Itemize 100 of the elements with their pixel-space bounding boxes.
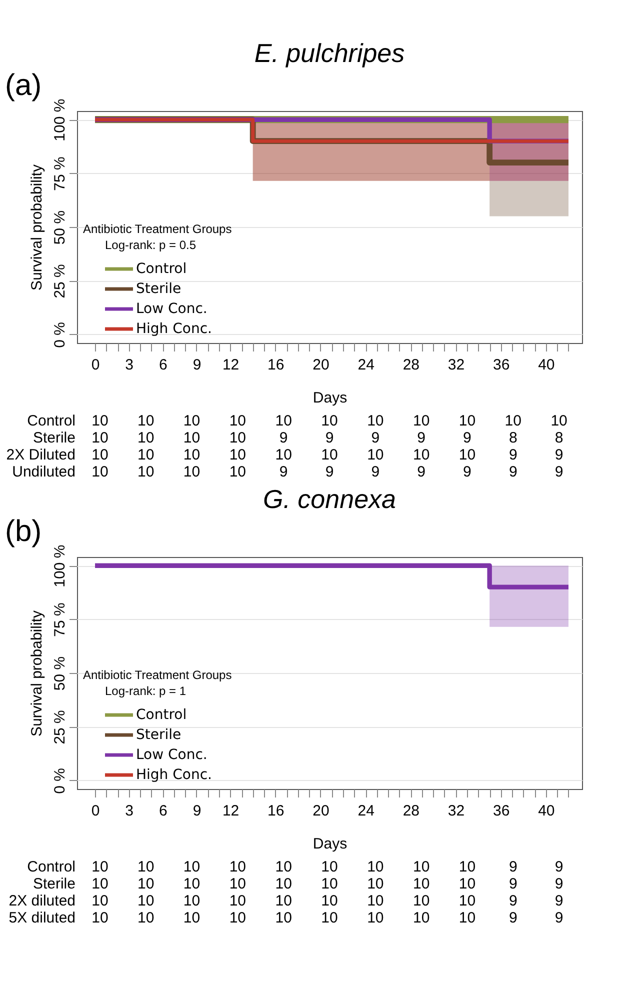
text: 10: [92, 876, 108, 892]
text: 9: [508, 446, 518, 464]
text: 9: [325, 430, 334, 446]
text: 10: [275, 858, 292, 876]
legend-title: Antibiotic Treatment Groups: [83, 668, 232, 682]
x-tick-label: 9: [192, 802, 202, 820]
y-tick-label: 25 %: [52, 264, 68, 298]
text: 9: [279, 430, 288, 446]
text: 10: [321, 910, 338, 926]
text: 9: [554, 464, 564, 480]
x-tick-label: 16: [268, 356, 284, 374]
text: 10: [321, 858, 338, 876]
text: 9: [463, 430, 472, 446]
legend-label: Low Conc.: [136, 301, 208, 317]
legend-label: Control: [136, 261, 187, 277]
text: 10: [138, 446, 154, 464]
x-tick-label: 40: [538, 802, 555, 820]
category-label: Control: [27, 858, 76, 876]
text: 10: [275, 412, 292, 430]
text: 10: [229, 412, 246, 430]
x-tick-label: 36: [492, 802, 510, 820]
category-label: 2X Diluted: [6, 446, 76, 464]
text: 10: [458, 892, 476, 910]
text: 10: [92, 858, 108, 876]
category-label: Control: [27, 412, 76, 430]
legend-label: Sterile: [136, 727, 182, 743]
x-axis-title: Days: [312, 390, 348, 406]
x-tick-label: 28: [402, 356, 420, 374]
text: 10: [138, 858, 154, 876]
legend-label: High Conc.: [136, 767, 212, 783]
y-tick-label: 50 %: [52, 656, 68, 691]
text: 10: [458, 412, 476, 430]
text: 10: [229, 430, 246, 446]
x-tick-label: 0: [91, 802, 100, 820]
text: 10: [412, 910, 430, 926]
x-tick-label: 9: [192, 356, 202, 374]
text: 10: [275, 910, 292, 926]
text: 10: [367, 446, 384, 464]
text: 10: [367, 412, 384, 430]
text: 10: [504, 412, 522, 430]
text: 10: [229, 876, 246, 892]
x-tick-label: 32: [448, 802, 465, 820]
x-tick-label: 3: [125, 802, 134, 820]
text: 10: [550, 412, 568, 430]
y-axis-title: Survival probability: [28, 610, 46, 736]
legend-label: High Conc.: [136, 321, 212, 337]
text: 10: [183, 464, 200, 480]
text: 10: [229, 858, 246, 876]
text: 10: [321, 446, 338, 464]
y-tick-label: 100 %: [52, 544, 68, 588]
text: 9: [325, 464, 334, 480]
text: 10: [138, 892, 154, 910]
text: 9: [508, 858, 518, 876]
x-tick-label: 0: [91, 356, 100, 374]
text: 9: [463, 464, 472, 480]
text: 9: [508, 464, 518, 480]
x-tick-label: 20: [312, 356, 330, 374]
text: 9: [417, 464, 426, 480]
text: 10: [275, 446, 292, 464]
y-tick-label: 75 %: [52, 602, 68, 637]
text: 10: [92, 892, 108, 910]
y-tick-label: 25 %: [52, 710, 68, 744]
category-label: 5X diluted: [8, 910, 76, 926]
text: 10: [92, 412, 108, 430]
y-tick-label: 50 %: [52, 210, 68, 245]
x-tick-label: 3: [125, 356, 134, 374]
text: 10: [321, 412, 338, 430]
text: 10: [367, 892, 384, 910]
annotation: Log-rank: p = 0.5: [105, 238, 196, 252]
x-tick-label: 24: [358, 802, 374, 820]
text: 10: [229, 892, 246, 910]
y-axis-title: Survival probability: [28, 164, 46, 290]
text: 10: [183, 892, 200, 910]
text: (a): [5, 69, 42, 102]
legend-label: Sterile: [136, 281, 182, 297]
text: 10: [458, 446, 476, 464]
text: 10: [138, 412, 154, 430]
text: 10: [183, 876, 200, 892]
text: 9: [554, 910, 564, 926]
text: 10: [458, 876, 476, 892]
category-label: Undiluted: [12, 464, 76, 480]
legend-title: Antibiotic Treatment Groups: [83, 222, 232, 236]
text: 9: [279, 464, 288, 480]
text: 8: [554, 430, 564, 446]
text: 10: [275, 876, 292, 892]
x-tick-label: 16: [268, 802, 284, 820]
text: 10: [321, 876, 338, 892]
text: 9: [371, 464, 380, 480]
text: 10: [138, 910, 154, 926]
x-tick-label: 24: [358, 356, 374, 374]
text: 10: [458, 910, 476, 926]
x-tick-label: 28: [402, 802, 420, 820]
x-tick-label: 12: [222, 802, 240, 820]
text: 10: [138, 876, 154, 892]
text: (b): [5, 515, 42, 548]
category-label: 2X diluted: [8, 892, 76, 910]
legend-label: Control: [136, 707, 187, 723]
text: 10: [92, 464, 108, 480]
text: 10: [183, 910, 200, 926]
text: 9: [371, 430, 380, 446]
